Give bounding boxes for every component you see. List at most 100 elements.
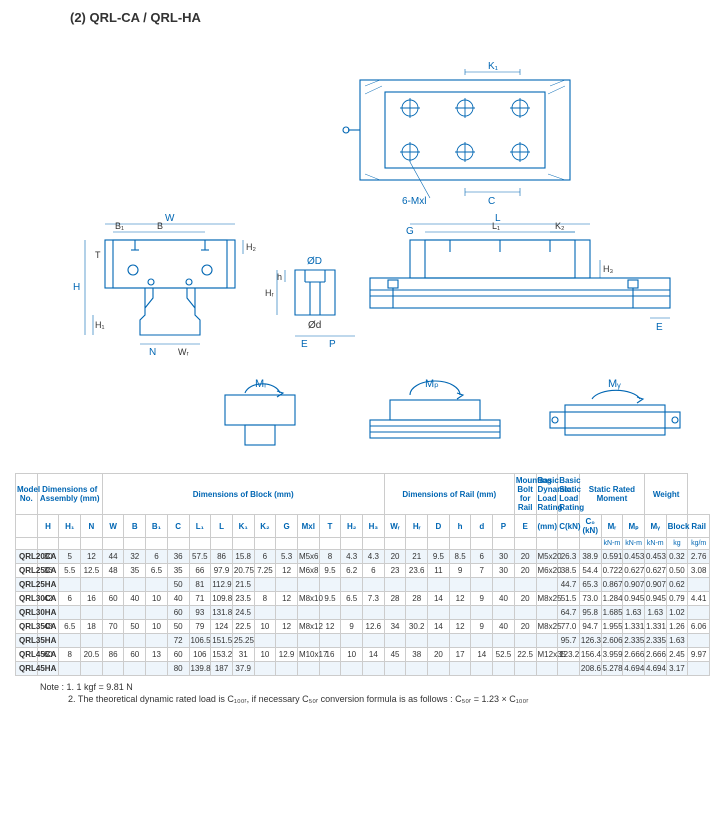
col-sub: L₁ — [189, 515, 211, 538]
data-cell: 6 — [59, 592, 81, 606]
data-cell: 0.722 — [601, 564, 623, 578]
data-cell: 7.25 — [254, 564, 276, 578]
col-unit: kN-m — [601, 538, 623, 550]
data-cell — [254, 634, 276, 648]
data-cell — [493, 606, 515, 620]
data-cell: 17 — [449, 648, 471, 662]
data-cell: 14 — [471, 648, 493, 662]
data-cell: 36 — [167, 550, 189, 564]
data-cell: 2.666 — [644, 648, 666, 662]
data-cell — [688, 662, 710, 676]
data-cell — [471, 662, 493, 676]
col-sub: B — [124, 515, 146, 538]
data-cell: 60 — [102, 592, 124, 606]
data-cell — [102, 662, 124, 676]
data-cell: 30.2 — [406, 620, 428, 634]
table-row: QRL35HA72106.5151.525.2595.7126.32.6062.… — [16, 634, 710, 648]
data-cell — [688, 606, 710, 620]
data-cell: 8 — [254, 592, 276, 606]
data-cell: 14 — [428, 592, 450, 606]
data-cell — [428, 662, 450, 676]
data-cell: 4.41 — [688, 592, 710, 606]
col-sub: K₂ — [254, 515, 276, 538]
data-cell: 10 — [146, 620, 168, 634]
data-cell — [363, 606, 385, 620]
data-cell — [146, 662, 168, 676]
data-cell: 156.4 — [579, 648, 601, 662]
data-cell: M8x10 — [297, 592, 319, 606]
data-cell — [406, 662, 428, 676]
col-sub: (mm) — [536, 515, 558, 538]
spec-table: Model No.Dimensions of Assembly (mm)Dime… — [0, 473, 725, 676]
data-cell: 131.8 — [211, 606, 233, 620]
data-cell: 11 — [428, 564, 450, 578]
col-group: Model No. — [16, 474, 38, 515]
col-unit — [536, 538, 558, 550]
data-cell: 12 — [276, 564, 298, 578]
data-cell: M12x35 — [536, 648, 558, 662]
col-unit — [37, 538, 59, 550]
data-cell: 65.3 — [579, 578, 601, 592]
data-cell: 2.45 — [666, 648, 688, 662]
data-cell — [471, 634, 493, 648]
data-cell: 0.907 — [644, 578, 666, 592]
svg-text:Mₚ: Mₚ — [425, 378, 439, 390]
col-unit — [471, 538, 493, 550]
data-cell — [297, 578, 319, 592]
data-cell — [384, 606, 406, 620]
svg-text:H₃: H₃ — [603, 264, 613, 274]
col-unit — [341, 538, 363, 550]
data-cell — [558, 662, 580, 676]
data-cell — [254, 662, 276, 676]
data-cell — [124, 634, 146, 648]
col-sub: Rail — [688, 515, 710, 538]
col-sub: P — [493, 515, 515, 538]
data-cell: 20 — [384, 550, 406, 564]
data-cell — [81, 662, 103, 676]
table-row: QRL20CA30512443263657.58615.865.3M5x684.… — [16, 550, 710, 564]
svg-text:K₁: K₁ — [488, 61, 499, 72]
data-cell: 14 — [363, 648, 385, 662]
svg-text:H₁: H₁ — [95, 320, 105, 330]
data-cell: 208.6 — [579, 662, 601, 676]
data-cell — [514, 634, 536, 648]
table-header: Model No.Dimensions of Assembly (mm)Dime… — [16, 474, 710, 550]
col-unit: kN-m — [644, 538, 666, 550]
data-cell — [363, 578, 385, 592]
data-cell: 20 — [514, 564, 536, 578]
data-cell — [514, 578, 536, 592]
data-cell — [471, 606, 493, 620]
data-cell: 2.606 — [601, 634, 623, 648]
data-cell: 44.7 — [558, 578, 580, 592]
table-body: QRL20CA30512443263657.58615.865.3M5x684.… — [16, 550, 710, 676]
data-cell: 71 — [189, 592, 211, 606]
data-cell — [341, 578, 363, 592]
col-sub: H₁ — [59, 515, 81, 538]
col-unit — [319, 538, 341, 550]
data-cell: M6x20 — [536, 564, 558, 578]
data-cell — [688, 634, 710, 648]
data-cell: 2.76 — [688, 550, 710, 564]
data-cell — [297, 606, 319, 620]
svg-text:Ød: Ød — [308, 320, 321, 331]
data-cell: 20 — [514, 550, 536, 564]
data-cell: 32 — [124, 550, 146, 564]
data-cell: 1.63 — [623, 606, 645, 620]
data-cell — [146, 634, 168, 648]
col-sub: C — [167, 515, 189, 538]
data-cell: 12.9 — [276, 648, 298, 662]
col-unit — [254, 538, 276, 550]
data-cell — [124, 606, 146, 620]
data-cell — [81, 578, 103, 592]
svg-text:P: P — [329, 339, 336, 350]
data-cell — [297, 634, 319, 648]
data-cell: 12 — [276, 620, 298, 634]
data-cell: 20 — [514, 592, 536, 606]
data-cell — [319, 662, 341, 676]
data-cell: 3.17 — [666, 662, 688, 676]
data-cell: 38.9 — [579, 550, 601, 564]
data-cell: 0.591 — [601, 550, 623, 564]
data-cell — [59, 662, 81, 676]
data-cell: 20.75 — [232, 564, 254, 578]
data-cell: 50 — [167, 578, 189, 592]
